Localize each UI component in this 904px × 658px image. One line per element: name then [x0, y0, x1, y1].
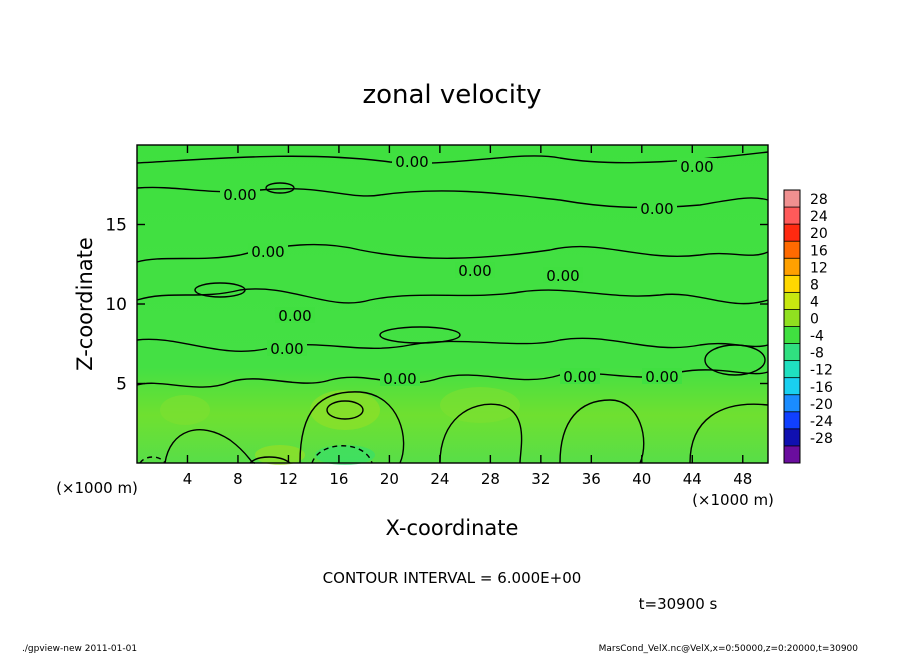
colorbar-bin [784, 360, 800, 378]
contour-label-bg [392, 153, 432, 169]
colorbar-bin [784, 394, 800, 412]
colorbar-tick-label: 8 [810, 277, 819, 293]
y-tick-label: 10 [105, 295, 127, 315]
x-tick-label: 48 [733, 470, 752, 488]
colorbar-tick-label: -12 [810, 363, 833, 379]
contour-label: 0.00 [458, 262, 491, 280]
x-tick-label: 40 [632, 470, 651, 488]
colorbar-tick-label: -4 [810, 329, 824, 345]
colorbar-bin [784, 326, 800, 344]
contour-label: 0.00 [223, 186, 256, 204]
footer-left: ./gpview-new 2011-01-01 [22, 644, 137, 654]
contour-label: 0.00 [645, 368, 678, 386]
y-unit: (×1000 m) [56, 479, 138, 497]
colorbar-bin [784, 428, 800, 446]
colorbar-tick-label: 28 [810, 192, 828, 208]
x-unit: (×1000 m) [692, 491, 774, 509]
contour-label: 0.00 [278, 307, 311, 325]
colorbar-bin [784, 241, 800, 259]
x-tick-label: 12 [279, 470, 298, 488]
colorbar-bin [784, 309, 800, 327]
colorbar-bin [784, 224, 800, 242]
contour-label-bg [267, 340, 307, 356]
contour-label-bg [380, 370, 420, 386]
colorbar-tick-label: -16 [810, 380, 833, 396]
colorbar-tick-label: 12 [810, 260, 828, 276]
colorbar-tick-label: -8 [810, 346, 824, 362]
contour-label-bg [220, 186, 260, 202]
x-tick-label: 16 [329, 470, 348, 488]
time-label: t=30900 s [639, 595, 718, 613]
colorbar-bin [784, 275, 800, 293]
colorbar-bin [784, 343, 800, 361]
colorbar-bin [784, 207, 800, 225]
colorbar-tick-label: 16 [810, 243, 828, 259]
contour-label: 0.00 [680, 158, 713, 176]
x-tick-label: 24 [430, 470, 449, 488]
colorbar-tick-label: -28 [810, 431, 833, 447]
contour-label: 0.00 [563, 368, 596, 386]
colorbar-bin [784, 190, 800, 208]
contour-label-bg [677, 158, 717, 174]
contour-label: 0.00 [270, 340, 303, 358]
colorbar-bin [784, 377, 800, 395]
contour-label-bg [543, 267, 583, 283]
contour-label-bg [275, 307, 315, 323]
contour-label-bg [455, 262, 495, 278]
footer-right: MarsCond_VelX.nc@VelX,x=0:50000,z=0:2000… [599, 644, 859, 654]
y-tick-label: 15 [105, 216, 127, 236]
contour-interval: CONTOUR INTERVAL = 6.000E+00 [323, 569, 582, 587]
x-tick-label: 8 [233, 470, 243, 488]
colorbar-tick-label: -24 [810, 414, 833, 430]
x-tick-label: 36 [582, 470, 601, 488]
x-tick-label: 20 [380, 470, 399, 488]
y-tick-label: 5 [116, 375, 127, 395]
contour-label-bg [248, 243, 288, 259]
colorbar-tick-label: 24 [810, 209, 828, 225]
contour-label-bg [560, 368, 600, 384]
contour-label-bg [637, 200, 677, 216]
y-label: Z-coordinate [73, 237, 97, 371]
x-tick-label: 4 [183, 470, 193, 488]
x-label: X-coordinate [386, 516, 519, 540]
contour-label: 0.00 [383, 370, 416, 388]
colorbar-bin [784, 445, 800, 463]
x-tick-label: 28 [481, 470, 500, 488]
colorbar-tick-label: -20 [810, 397, 833, 413]
contour-label: 0.00 [395, 153, 428, 171]
contour-label: 0.00 [546, 267, 579, 285]
x-tick-label: 44 [683, 470, 702, 488]
colorbar-tick-label: 4 [810, 294, 819, 310]
contour-label: 0.00 [640, 200, 673, 218]
colorbar-bin [784, 292, 800, 310]
colorbar-tick-label: 20 [810, 226, 828, 242]
x-tick-label: 32 [531, 470, 550, 488]
colorbar-tick-label: 0 [810, 312, 819, 328]
colorbar-bin [784, 258, 800, 276]
contour-label: 0.00 [251, 243, 284, 261]
contour-label-bg [642, 368, 682, 384]
chart-title: zonal velocity [362, 80, 541, 110]
colorbar-bin [784, 411, 800, 429]
